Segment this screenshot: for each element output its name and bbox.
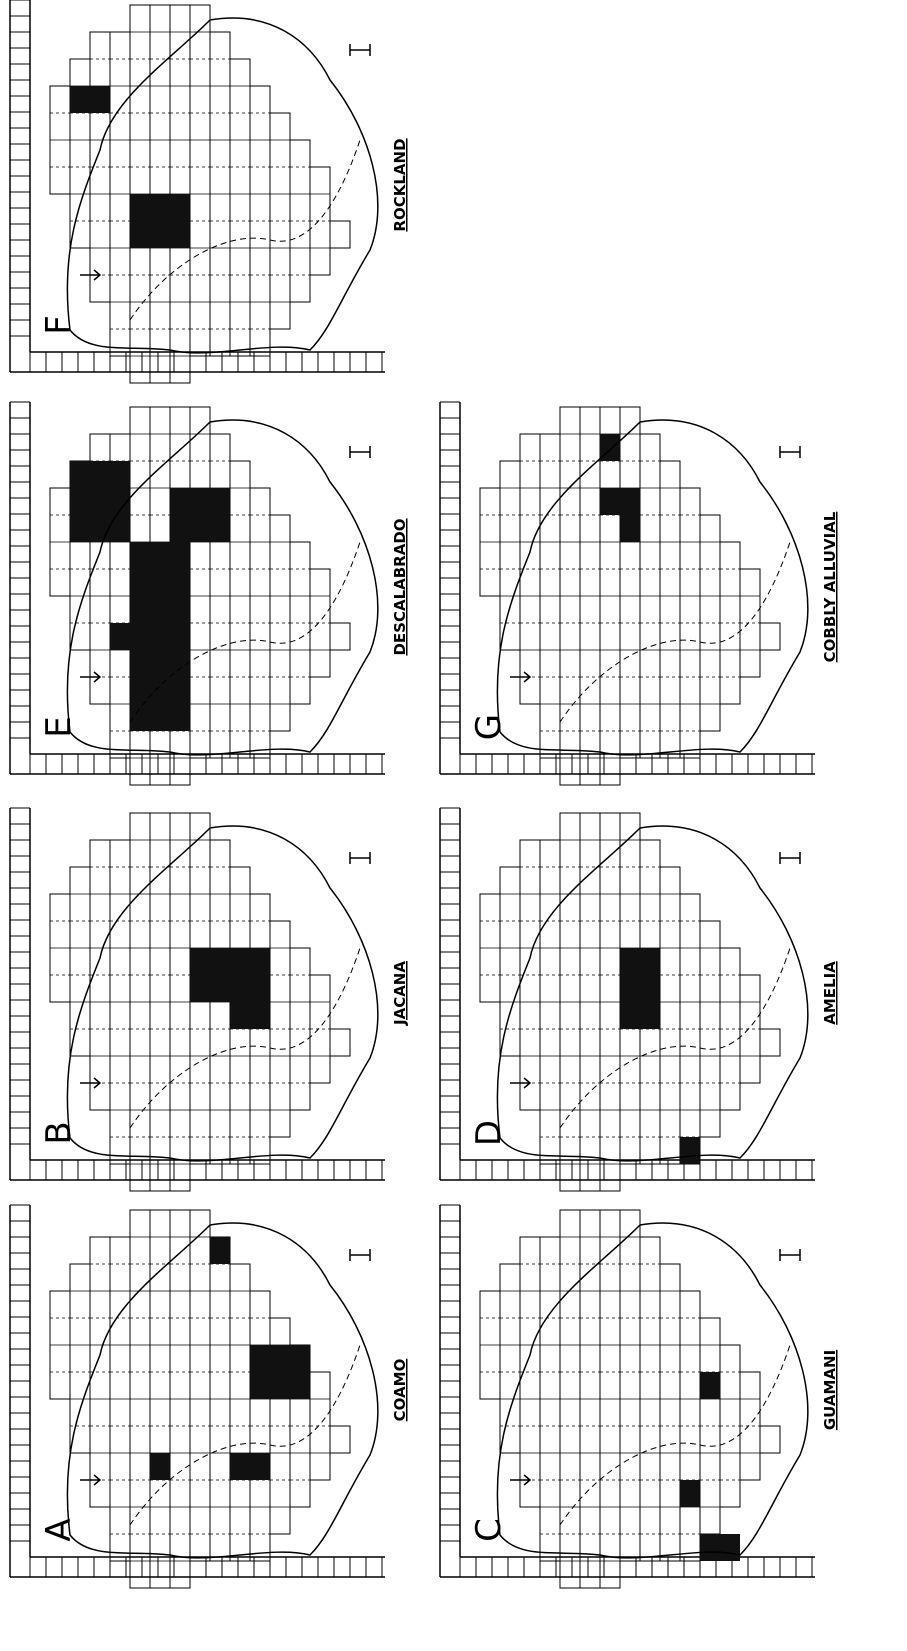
soil-label: DESCALABRADO bbox=[391, 518, 409, 655]
grid-column bbox=[500, 1264, 520, 1453]
basin-outline bbox=[497, 420, 808, 755]
shaded-cell bbox=[620, 948, 660, 1029]
panel-letter: F bbox=[39, 315, 79, 335]
shaded-cell bbox=[110, 623, 150, 650]
scale-bar bbox=[780, 852, 800, 864]
shaded-cell bbox=[250, 1345, 310, 1399]
panel-letter: B bbox=[39, 1121, 79, 1144]
grid-column bbox=[760, 623, 780, 650]
scale-bar bbox=[350, 44, 370, 56]
figure: F ROCKLAND E DESCALABRADO B JACANA A COAMO G COBB… bbox=[0, 0, 907, 1651]
map-panel: E bbox=[10, 402, 385, 785]
grid-column bbox=[760, 1426, 780, 1453]
grid-column bbox=[660, 1264, 680, 1561]
shaded-cell bbox=[700, 1372, 720, 1399]
grid-column bbox=[70, 1264, 90, 1453]
shaded-cell bbox=[230, 1453, 270, 1480]
shaded-cell bbox=[600, 488, 620, 515]
scale-bar bbox=[780, 446, 800, 458]
soil-label: GUAMANI bbox=[821, 1350, 839, 1430]
basin-outline bbox=[67, 1223, 378, 1558]
shaded-cell bbox=[130, 194, 190, 248]
grid-column bbox=[500, 461, 520, 650]
shaded-cell bbox=[70, 86, 110, 113]
scale-bar bbox=[780, 1249, 800, 1261]
grid-column bbox=[190, 407, 210, 758]
shaded-cell bbox=[150, 1453, 170, 1480]
shaded-cell bbox=[130, 650, 190, 731]
map-panel: D bbox=[440, 808, 815, 1191]
shaded-cell bbox=[170, 488, 230, 542]
soil-label: COAMO bbox=[391, 1359, 409, 1422]
panel-letter: C bbox=[469, 1518, 509, 1542]
basin-outline bbox=[67, 18, 378, 353]
shaded-cell bbox=[230, 948, 270, 1029]
map-panel: G bbox=[440, 402, 815, 785]
grid-column bbox=[230, 1264, 250, 1561]
map-panel: A bbox=[10, 1205, 385, 1588]
grid-column bbox=[70, 867, 90, 1056]
soil-label: COBBLY ALLUVIAL bbox=[821, 511, 839, 662]
map-panel: C bbox=[440, 1205, 815, 1588]
grid-column bbox=[620, 407, 640, 758]
soil-label: ROCKLAND bbox=[391, 138, 409, 231]
shaded-cell bbox=[680, 1480, 700, 1507]
soil-label: JACANA bbox=[391, 961, 409, 1026]
shaded-cell bbox=[210, 1237, 230, 1264]
map-panel: F bbox=[10, 0, 385, 383]
soil-label: AMELIA bbox=[821, 961, 839, 1025]
map-panel: B bbox=[10, 808, 385, 1191]
grid-column bbox=[660, 867, 680, 1164]
shaded-cell bbox=[70, 461, 130, 542]
shaded-cell bbox=[620, 488, 640, 542]
shaded-cell bbox=[700, 1534, 740, 1561]
grid-column bbox=[190, 5, 210, 356]
grid-column bbox=[330, 623, 350, 650]
panel-letter: D bbox=[469, 1120, 509, 1146]
grid-column bbox=[330, 221, 350, 248]
scale-bar bbox=[350, 446, 370, 458]
grid-column bbox=[190, 1210, 210, 1561]
grid-column bbox=[330, 1426, 350, 1453]
shaded-cell bbox=[680, 1137, 700, 1164]
grid-column bbox=[760, 1029, 780, 1056]
grid-column bbox=[500, 867, 520, 1056]
basin-outline bbox=[497, 1223, 808, 1558]
grid-column bbox=[660, 461, 680, 758]
grid-column bbox=[230, 59, 250, 356]
grid-column bbox=[620, 1210, 640, 1561]
grid-column bbox=[230, 461, 250, 758]
scale-bar bbox=[350, 852, 370, 864]
panel-letter: E bbox=[39, 716, 79, 737]
panel-letter: G bbox=[469, 714, 509, 740]
panel-letter: A bbox=[39, 1518, 79, 1541]
scale-bar bbox=[350, 1249, 370, 1261]
grid-column bbox=[330, 1029, 350, 1056]
